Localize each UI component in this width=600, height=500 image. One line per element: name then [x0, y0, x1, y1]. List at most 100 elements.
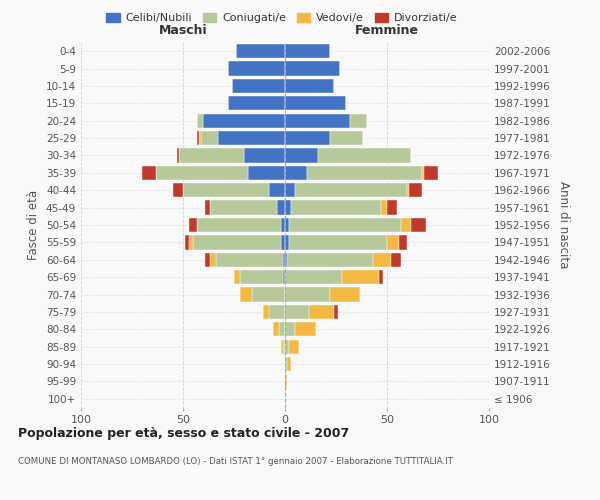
Bar — [209, 200, 277, 214]
Bar — [285, 62, 340, 76]
Bar — [277, 200, 285, 214]
Bar — [387, 236, 399, 250]
Bar — [285, 183, 295, 198]
Bar — [197, 218, 281, 232]
Bar — [199, 131, 202, 145]
Bar — [193, 236, 281, 250]
Bar — [295, 183, 407, 198]
Bar — [379, 270, 383, 284]
Bar — [391, 252, 401, 267]
Bar — [283, 270, 285, 284]
Bar — [399, 236, 407, 250]
Bar — [189, 218, 197, 232]
Legend: Celibi/Nubili, Coniugati/e, Vedovi/e, Divorziati/e: Celibi/Nubili, Coniugati/e, Vedovi/e, Di… — [102, 8, 462, 28]
Bar — [281, 236, 285, 250]
Bar — [179, 148, 244, 162]
Bar — [185, 236, 189, 250]
Bar — [285, 288, 330, 302]
Bar — [202, 131, 218, 145]
Bar — [409, 183, 422, 198]
Bar — [285, 200, 291, 214]
Bar — [236, 44, 285, 59]
Bar — [283, 340, 285, 354]
Bar — [283, 252, 285, 267]
Bar — [269, 305, 285, 319]
Bar — [279, 322, 285, 336]
Bar — [285, 236, 289, 250]
Bar — [244, 148, 285, 162]
Bar — [424, 166, 438, 180]
Bar — [263, 305, 269, 319]
Bar — [209, 252, 215, 267]
Bar — [285, 166, 307, 180]
Bar — [289, 218, 401, 232]
Bar — [142, 166, 157, 180]
Bar — [269, 183, 285, 198]
Text: Popolazione per età, sesso e stato civile - 2007: Popolazione per età, sesso e stato civil… — [18, 428, 349, 440]
Bar — [203, 114, 285, 128]
Bar — [285, 357, 287, 371]
Bar — [218, 131, 285, 145]
Bar — [291, 200, 381, 214]
Bar — [289, 236, 387, 250]
Bar — [285, 79, 334, 93]
Bar — [205, 252, 209, 267]
Bar — [177, 148, 179, 162]
Bar — [197, 131, 199, 145]
Bar — [285, 96, 346, 110]
Bar — [197, 114, 203, 128]
Bar — [317, 148, 412, 162]
Bar — [412, 218, 426, 232]
Bar — [248, 166, 285, 180]
Bar — [373, 252, 391, 267]
Bar — [330, 288, 361, 302]
Text: Maschi: Maschi — [158, 24, 208, 38]
Y-axis label: Fasce di età: Fasce di età — [28, 190, 40, 260]
Bar — [215, 252, 283, 267]
Bar — [350, 114, 367, 128]
Bar — [285, 252, 287, 267]
Bar — [234, 270, 240, 284]
Bar — [240, 288, 253, 302]
Bar — [281, 340, 283, 354]
Bar — [381, 200, 387, 214]
Bar — [285, 322, 295, 336]
Text: Femmine: Femmine — [355, 24, 419, 38]
Bar — [285, 114, 350, 128]
Bar — [387, 200, 397, 214]
Bar — [285, 340, 289, 354]
Bar — [287, 357, 291, 371]
Bar — [295, 322, 316, 336]
Bar — [157, 166, 248, 180]
Bar — [310, 305, 334, 319]
Bar — [285, 131, 330, 145]
Bar — [334, 305, 338, 319]
Bar — [330, 131, 362, 145]
Bar — [228, 96, 285, 110]
Bar — [422, 166, 424, 180]
Bar — [285, 218, 289, 232]
Bar — [232, 79, 285, 93]
Bar — [205, 200, 209, 214]
Bar — [287, 252, 373, 267]
Text: COMUNE DI MONTANASO LOMBARDO (LO) - Dati ISTAT 1° gennaio 2007 - Elaborazione TU: COMUNE DI MONTANASO LOMBARDO (LO) - Dati… — [18, 458, 453, 466]
Bar — [285, 44, 330, 59]
Bar — [401, 218, 412, 232]
Bar — [307, 166, 422, 180]
Bar — [285, 270, 342, 284]
Bar — [342, 270, 379, 284]
Bar — [281, 218, 285, 232]
Bar — [289, 340, 299, 354]
Bar — [285, 374, 287, 388]
Bar — [273, 322, 279, 336]
Bar — [189, 236, 193, 250]
Bar — [228, 62, 285, 76]
Bar — [285, 148, 317, 162]
Bar — [240, 270, 283, 284]
Bar — [407, 183, 409, 198]
Bar — [253, 288, 285, 302]
Bar — [183, 183, 269, 198]
Bar — [285, 305, 310, 319]
Y-axis label: Anni di nascita: Anni di nascita — [557, 182, 570, 268]
Bar — [173, 183, 183, 198]
